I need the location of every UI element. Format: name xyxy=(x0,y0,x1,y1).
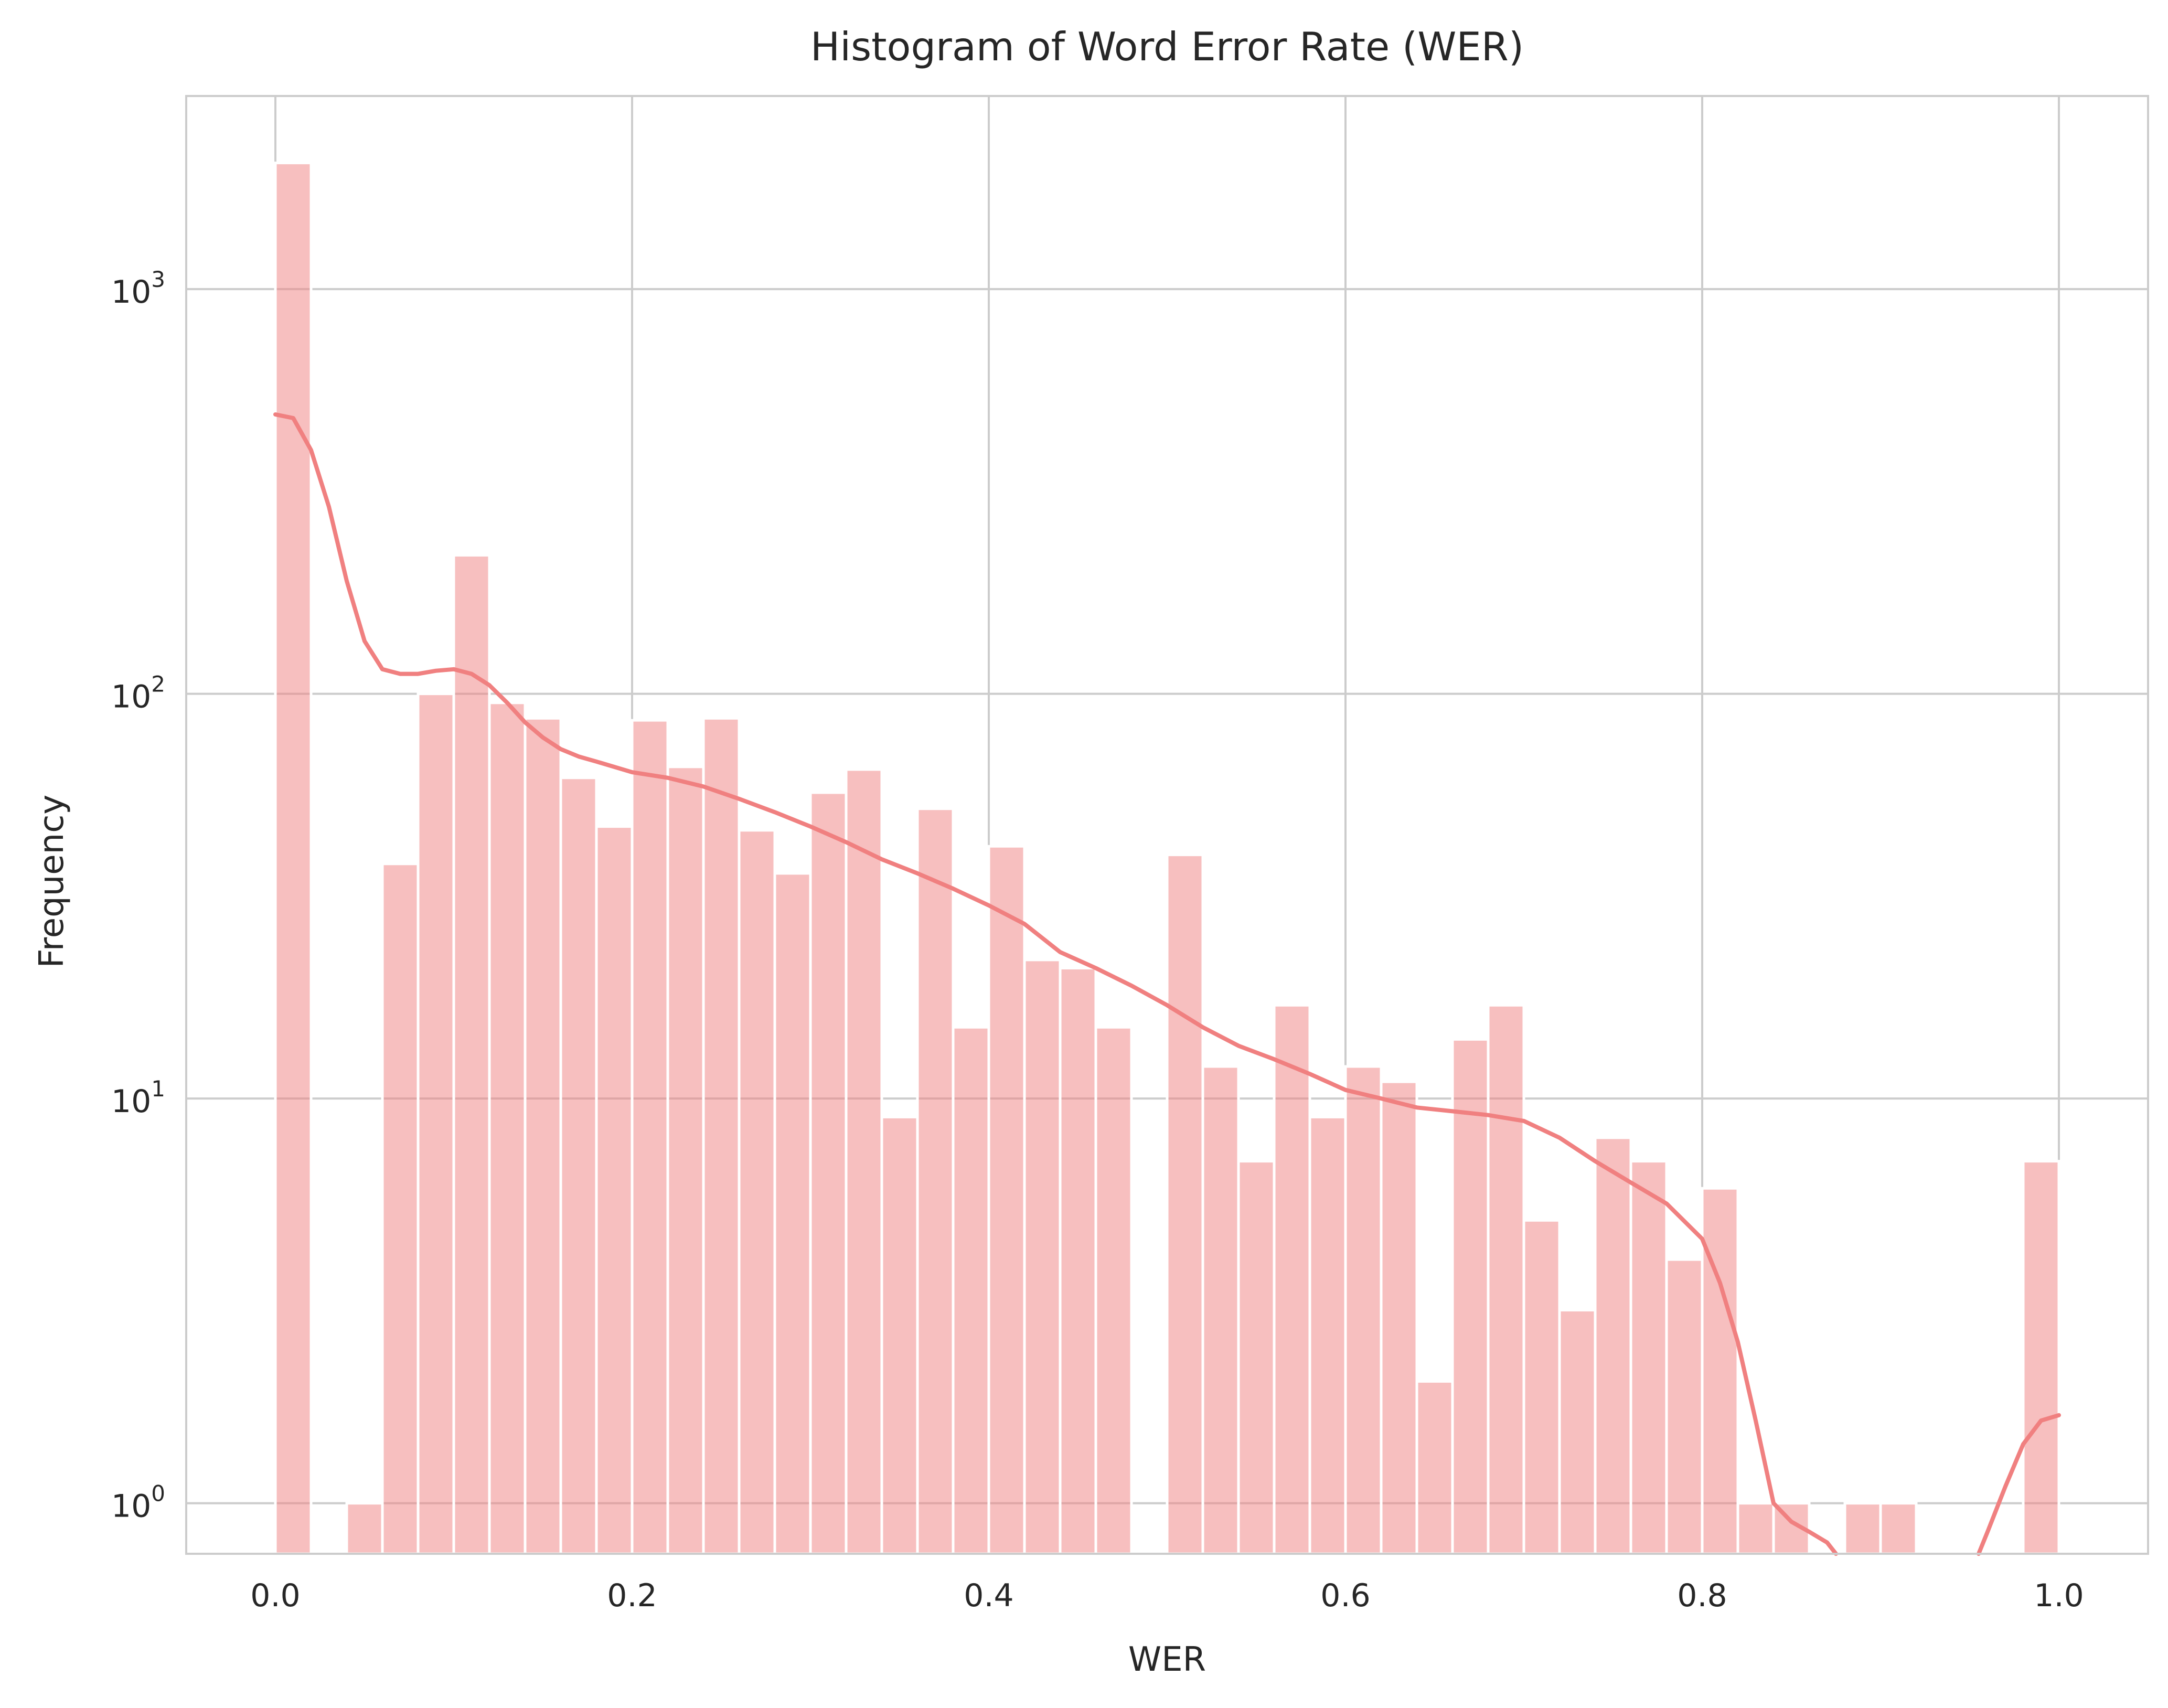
histogram-bar xyxy=(1059,967,1097,1555)
histogram-bar xyxy=(416,692,455,1555)
histogram-bar xyxy=(1594,1136,1632,1555)
histogram-bar xyxy=(1701,1187,1739,1555)
kde-curve xyxy=(273,412,2061,1556)
histogram-bar xyxy=(274,162,313,1555)
histogram-bar xyxy=(381,862,420,1555)
x-tick-label: 0.8 xyxy=(1677,1577,1727,1614)
x-axis-ticks: 0.0 0.2 0.4 0.6 0.8 1.0 xyxy=(250,1577,2084,1614)
x-tick-label: 0.4 xyxy=(964,1577,1013,1614)
y-axis-ticks: 100 101 102 103 xyxy=(111,266,165,1525)
histogram-bar xyxy=(952,1026,990,1555)
histogram-bar xyxy=(1308,1115,1347,1555)
histogram-bar xyxy=(666,765,705,1555)
y-tick-label: 100 xyxy=(111,1481,165,1525)
x-tick-label: 1.0 xyxy=(2034,1577,2084,1614)
y-tick-label: 101 xyxy=(111,1076,165,1120)
histogram-bar xyxy=(1380,1080,1418,1555)
histogram-bar xyxy=(1736,1502,1775,1555)
histogram-bar xyxy=(1487,1004,1525,1555)
histogram-bar xyxy=(987,845,1026,1555)
histogram-bars xyxy=(274,162,2060,1555)
histogram-bar xyxy=(345,1502,384,1555)
histogram-bar xyxy=(1166,853,1204,1555)
x-axis-label: WER xyxy=(1128,1640,1206,1679)
x-tick-label: 0.0 xyxy=(250,1577,300,1614)
histogram-bar xyxy=(1522,1219,1561,1555)
histogram-bar xyxy=(1201,1065,1240,1555)
histogram-bar xyxy=(631,719,669,1555)
histogram-bar xyxy=(1023,958,1062,1555)
plot-frame xyxy=(185,95,2149,1555)
histogram-bar xyxy=(1879,1502,1918,1555)
histogram-bar xyxy=(1629,1160,1668,1555)
histogram-bar xyxy=(1344,1065,1383,1555)
histogram-bar xyxy=(1665,1258,1704,1555)
chart-title: Histogram of Word Error Rate (WER) xyxy=(810,24,1524,70)
histogram-bar xyxy=(452,553,491,1555)
histogram-bar xyxy=(1273,1004,1311,1555)
histogram-bar xyxy=(702,717,741,1555)
histogram-bar xyxy=(1843,1502,1882,1555)
histogram-bar xyxy=(809,791,848,1555)
histogram-bar xyxy=(2022,1160,2060,1555)
histogram-bar xyxy=(916,807,955,1555)
histogram-bar xyxy=(488,701,527,1555)
histogram-bar xyxy=(1415,1380,1454,1555)
y-tick-label: 103 xyxy=(111,266,165,311)
histogram-bar xyxy=(524,717,562,1555)
histogram-bar xyxy=(738,829,776,1555)
histogram-bar xyxy=(773,872,812,1555)
x-tick-label: 0.2 xyxy=(607,1577,657,1614)
y-tick-label: 102 xyxy=(111,671,165,716)
histogram-bar xyxy=(1094,1026,1133,1555)
histogram-bar xyxy=(595,825,634,1555)
histogram-bar xyxy=(845,768,883,1555)
y-axis-label: Frequency xyxy=(33,795,71,968)
histogram-bar xyxy=(1237,1160,1276,1555)
histogram-bar xyxy=(559,776,598,1555)
histogram-bar xyxy=(880,1115,919,1555)
histogram-bar xyxy=(1558,1309,1597,1555)
x-tick-label: 0.6 xyxy=(1320,1577,1370,1614)
